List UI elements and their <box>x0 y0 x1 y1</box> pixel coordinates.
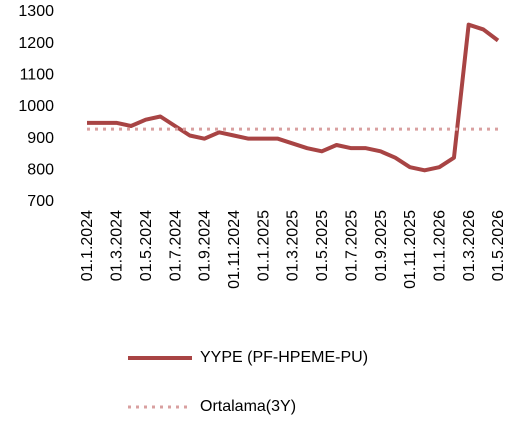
legend-label: YYPE (PF-HPEME-PU) <box>200 349 368 366</box>
legend-label: Ortalama(3Y) <box>200 398 296 415</box>
y-tick-label: 700 <box>27 193 54 210</box>
x-tick-label: 01.9.2025 <box>373 210 390 281</box>
y-tick-label: 1000 <box>18 98 54 115</box>
x-tick-label: 01.1.2024 <box>79 210 96 281</box>
x-tick-label: 01.1.2025 <box>255 210 272 281</box>
x-tick-label: 01.9.2024 <box>197 210 214 281</box>
y-tick-label: 800 <box>27 162 54 179</box>
y-tick-label: 1300 <box>18 3 54 20</box>
y-tick-label: 900 <box>27 130 54 147</box>
x-tick-label: 01.3.2026 <box>461 210 478 281</box>
x-tick-label: 01.3.2024 <box>109 210 126 281</box>
x-tick-label: 01.7.2024 <box>167 210 184 281</box>
x-tick-label: 01.5.2025 <box>314 210 331 281</box>
x-tick-label: 01.11.2025 <box>402 210 419 289</box>
x-tick-label: 01.1.2026 <box>432 210 449 281</box>
x-tick-label: 01.5.2026 <box>490 210 507 281</box>
x-tick-label: 01.3.2025 <box>285 210 302 281</box>
x-tick-label: 01.5.2024 <box>138 210 155 281</box>
x-tick-label: 01.7.2025 <box>343 210 360 281</box>
series-line <box>87 22 500 173</box>
y-tick-label: 1200 <box>18 35 54 52</box>
y-tick-label: 1100 <box>20 67 55 84</box>
x-tick-label: 01.11.2024 <box>226 210 243 289</box>
